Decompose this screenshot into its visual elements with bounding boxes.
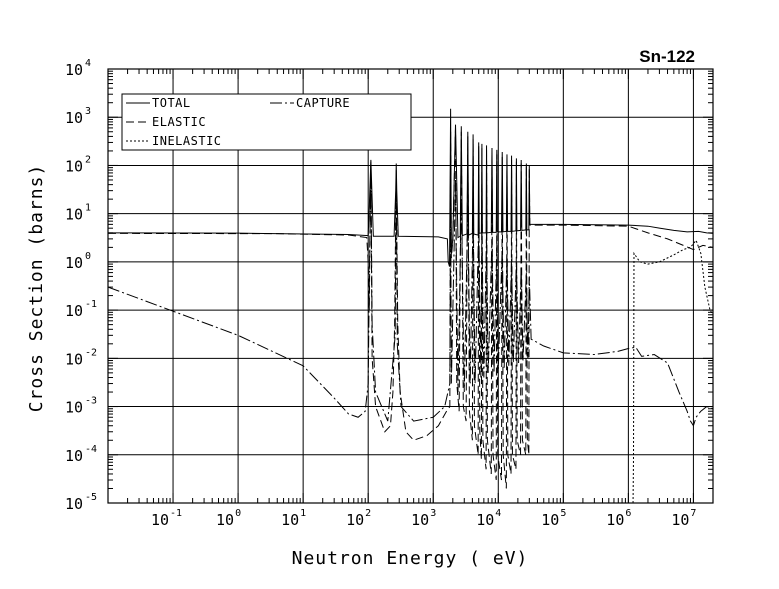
series-capture	[108, 161, 713, 427]
legend-entry-capture: CAPTURE	[270, 96, 350, 110]
x-tick-base: 10	[281, 511, 299, 529]
y-tick-base: 10	[65, 254, 83, 272]
x-tick-label: 10 -1	[151, 508, 182, 529]
grid	[107, 68, 713, 504]
legend-label: TOTAL	[152, 96, 191, 110]
y-tick-exponent: -3	[85, 396, 97, 407]
legend-label: INELASTIC	[152, 134, 222, 148]
x-tick-base: 10	[541, 511, 559, 529]
x-tick-base: 10	[606, 511, 624, 529]
y-tick-label: 10 0	[65, 251, 91, 272]
axis-ticks	[107, 68, 714, 504]
x-tick-exponent: -1	[170, 508, 182, 519]
y-tick-base: 10	[65, 302, 83, 320]
series-inelastic	[632, 239, 713, 503]
y-tick-exponent: -4	[85, 444, 97, 455]
y-tick-label: 10 -3	[65, 396, 97, 417]
y-tick-base: 10	[65, 206, 83, 224]
x-tick-base: 10	[476, 511, 494, 529]
y-tick-label: 10 -1	[65, 299, 97, 320]
x-tick-base: 10	[346, 511, 364, 529]
y-tick-base: 10	[65, 157, 83, 175]
y-tick-label: 10 -5	[65, 492, 97, 513]
y-tick-exponent: -2	[85, 347, 97, 358]
legend-label: CAPTURE	[296, 96, 350, 110]
y-tick-label: 10 3	[65, 106, 91, 127]
x-tick-label: 10 5	[541, 508, 566, 529]
x-tick-label: 10 2	[346, 508, 371, 529]
x-tick-exponent: 3	[430, 508, 436, 519]
legend: TOTAL ELASTIC INELASTIC CAPTURE	[121, 93, 412, 151]
x-tick-exponent: 4	[495, 508, 501, 519]
x-tick-label: 10 1	[281, 508, 306, 529]
y-tick-base: 10	[65, 61, 83, 79]
x-tick-exponent: 5	[560, 508, 566, 519]
x-tick-labels: 10 -1 10 0 10 1 10 2 10 3 10 4 10 5 10 6 10 7	[151, 508, 696, 529]
y-tick-label: 10 4	[65, 58, 91, 79]
x-tick-label: 10 6	[606, 508, 631, 529]
y-tick-label: 10 -4	[65, 444, 97, 465]
x-tick-exponent: 1	[300, 508, 306, 519]
x-tick-label: 10 0	[216, 508, 241, 529]
y-tick-base: 10	[65, 399, 83, 417]
x-tick-base: 10	[151, 511, 169, 529]
legend-entry-elastic: ELASTIC	[126, 115, 206, 129]
y-tick-exponent: 1	[85, 203, 91, 214]
y-tick-label: 10 2	[65, 154, 91, 175]
x-tick-exponent: 7	[690, 508, 696, 519]
x-tick-base: 10	[216, 511, 234, 529]
y-tick-exponent: 0	[85, 251, 91, 262]
series-elastic	[108, 127, 713, 489]
x-tick-label: 10 7	[671, 508, 696, 529]
x-tick-base: 10	[411, 511, 429, 529]
y-tick-base: 10	[65, 495, 83, 513]
legend-box	[121, 93, 412, 151]
y-tick-base: 10	[65, 350, 83, 368]
y-tick-exponent: 4	[85, 58, 91, 69]
legend-label: ELASTIC	[152, 115, 206, 129]
x-axis-title: Neutron Energy ( eV)	[292, 548, 529, 569]
series-lines	[108, 108, 713, 503]
legend-entry-total: TOTAL	[126, 96, 191, 110]
y-tick-label: 10 1	[65, 203, 91, 224]
x-tick-exponent: 6	[625, 508, 631, 519]
y-tick-base: 10	[65, 447, 83, 465]
y-tick-exponent: -1	[85, 299, 97, 310]
x-tick-exponent: 0	[235, 508, 241, 519]
y-tick-base: 10	[65, 109, 83, 127]
chart-title: Sn-122	[639, 47, 695, 66]
y-tick-exponent: -5	[85, 492, 97, 503]
x-tick-label: 10 4	[476, 508, 501, 529]
x-tick-base: 10	[671, 511, 689, 529]
x-tick-label: 10 3	[411, 508, 436, 529]
y-axis-title: Cross Section (barns)	[26, 164, 47, 413]
legend-entry-inelastic: INELASTIC	[126, 134, 222, 148]
y-tick-label: 10 -2	[65, 347, 97, 368]
y-tick-exponent: 3	[85, 106, 91, 117]
y-tick-exponent: 2	[85, 154, 91, 165]
x-tick-exponent: 2	[365, 508, 371, 519]
